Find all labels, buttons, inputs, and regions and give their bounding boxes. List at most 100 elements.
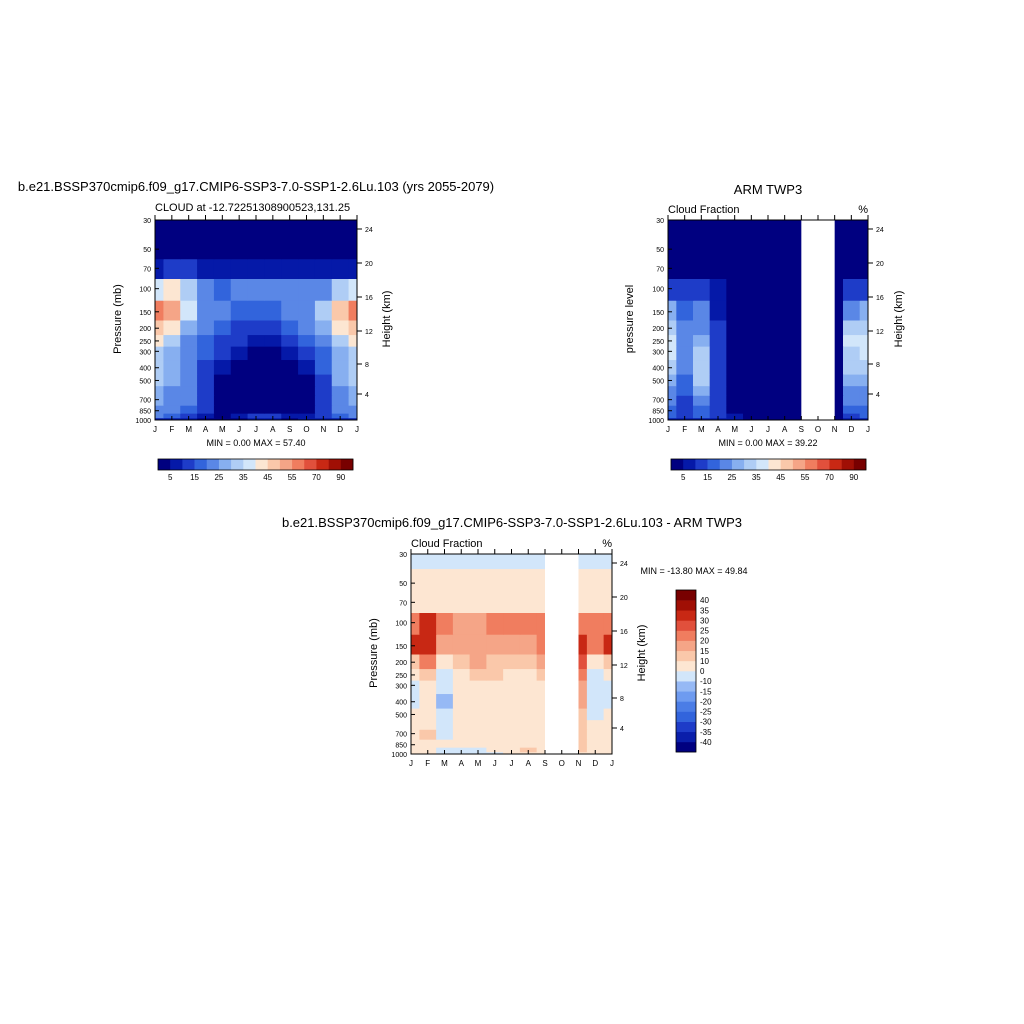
heatmap-cell [281, 234, 299, 260]
heatmap-cell [348, 395, 358, 406]
heatmap-cell [314, 359, 333, 375]
y2-tick-label: 20 [876, 261, 884, 268]
panel-obs-colorbar: 5 15 25 35 45 55 70 90 [670, 458, 867, 482]
y2-tick-label: 4 [876, 392, 880, 399]
heatmap-cell [155, 417, 164, 421]
y-tick-label: 100 [139, 287, 151, 294]
x-tick-label: F [169, 425, 174, 434]
y-tick-label: 500 [139, 378, 151, 385]
heatmap-cell [298, 320, 316, 336]
x-tick-label: A [782, 425, 788, 434]
heatmap-cell [213, 413, 232, 419]
heatmap-cell [486, 568, 504, 594]
heatmap-cell [709, 405, 727, 414]
heatmap-cell [586, 693, 605, 709]
colorbar-label: 5 [681, 473, 686, 482]
heatmap-cell [843, 278, 861, 301]
x-tick-label: J [666, 425, 670, 434]
y2-tick-label: 12 [620, 663, 628, 670]
heatmap-cell [859, 359, 869, 375]
heatmap-cell [452, 693, 471, 709]
heatmap-cell [469, 719, 487, 730]
heatmap-cell [586, 654, 605, 670]
heatmap-cell [197, 278, 215, 301]
heatmap-cell [452, 708, 471, 721]
heatmap-cell [348, 417, 358, 421]
colorbar-swatch [719, 459, 733, 470]
heatmap-cell [452, 729, 471, 740]
y-tick-label: 30 [143, 218, 151, 225]
heatmap-cell [348, 258, 358, 279]
heatmap-cell [197, 220, 215, 236]
heatmap-cell [743, 413, 761, 419]
heatmap-cell [419, 668, 437, 681]
heatmap-cell [486, 739, 504, 748]
heatmap-cell [411, 634, 420, 655]
heatmap-cell [247, 258, 265, 279]
y-tick-label: 700 [139, 398, 151, 405]
colorbar-swatch [805, 459, 818, 470]
heatmap-cell [155, 413, 164, 419]
x-tick-label: M [185, 425, 192, 434]
heatmap-cell [759, 234, 777, 260]
heatmap-cell [603, 729, 613, 740]
y-tick-label: 1000 [135, 418, 151, 425]
heatmap-cell [570, 719, 588, 730]
heatmap-cell [419, 568, 437, 594]
heatmap-cell [586, 739, 605, 748]
y-tick-label: 200 [139, 326, 151, 333]
heatmap-cell [486, 554, 504, 570]
colorbar-swatch [707, 459, 721, 470]
colorbar-swatch [206, 459, 220, 470]
colorbar-label: 45 [776, 473, 785, 482]
heatmap-cell [469, 612, 487, 635]
heatmap-cell [155, 320, 164, 336]
panel-model-y2label: Height (km) [381, 291, 393, 348]
heatmap-cell [486, 612, 504, 635]
colorbar-swatch [676, 660, 696, 672]
heatmap-cell [264, 258, 282, 279]
x-tick-label: A [203, 425, 209, 434]
x-tick-label: J [254, 425, 258, 434]
x-tick-label: D [592, 759, 598, 768]
heatmap-cell [776, 395, 794, 406]
panel-diff-ylabel: Pressure (mb) [368, 618, 380, 688]
heatmap-cell [180, 334, 198, 347]
heatmap-cell [709, 278, 727, 301]
heatmap-cell [843, 413, 861, 419]
x-tick-label: A [526, 759, 532, 768]
heatmap-cell [843, 405, 861, 414]
heatmap-cell [519, 708, 538, 721]
heatmap-cell [197, 320, 215, 336]
heatmap-cell [859, 258, 869, 279]
heatmap-cell [519, 634, 538, 655]
colorbar-swatch [676, 630, 696, 641]
heatmap-cell [759, 300, 777, 321]
heatmap-cell [155, 405, 164, 414]
heatmap-cell [726, 234, 744, 260]
heatmap-cell [586, 719, 605, 730]
heatmap-cell [348, 278, 358, 301]
heatmap-cell [298, 220, 316, 236]
y-tick-label: 400 [395, 700, 407, 707]
heatmap-cell [709, 320, 727, 336]
heatmap-cell [776, 359, 794, 375]
colorbar-swatch [695, 459, 708, 470]
heatmap-cell [859, 320, 869, 336]
x-tick-label: M [475, 759, 482, 768]
y2-tick-label: 8 [365, 362, 369, 369]
heatmap-cell [213, 395, 232, 406]
heatmap-cell [247, 320, 265, 336]
heatmap-cell [247, 234, 265, 260]
heatmap-cell [668, 234, 677, 260]
y-tick-label: 70 [399, 600, 407, 607]
heatmap-cell [859, 395, 869, 406]
colorbar-swatch [676, 671, 696, 682]
heatmap-cell [331, 220, 350, 236]
colorbar-swatch [676, 721, 696, 733]
heatmap-cell [668, 374, 677, 387]
colorbar-swatch [817, 459, 830, 470]
heatmap-cell [348, 374, 358, 387]
y2-tick-label: 16 [365, 295, 373, 302]
heatmap-cell [163, 346, 181, 361]
